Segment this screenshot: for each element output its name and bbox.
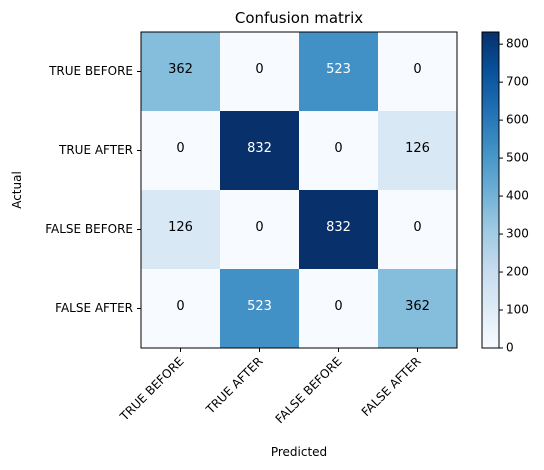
colorbar-tick-label: 300: [506, 227, 529, 241]
cell-value-label: 0: [176, 141, 184, 156]
colorbar-tick-label: 400: [506, 189, 529, 203]
plot-frame: [140, 31, 458, 349]
x-axis-ticks: TRUE BEFORE TRUE AFTER FALSE BEFORE FALSE A…: [117, 348, 424, 426]
heatmap-cell: [141, 190, 221, 270]
matrix-cell-labels: 362 0 523 0 0 832 0 126 126 0 832 0 0 523 0 362: [168, 62, 430, 314]
heatmap-cell: [299, 190, 379, 270]
heatmap-cell: [378, 111, 458, 191]
chart-title: Confusion matrix: [235, 9, 363, 27]
cell-value-label: 832: [326, 220, 351, 235]
y-axis-label: Actual: [10, 171, 24, 209]
cell-value-label: 523: [326, 62, 351, 77]
colorbar-tick-label: 700: [506, 75, 529, 89]
cell-value-label: 523: [247, 299, 272, 314]
heatmap-cell: [220, 32, 300, 112]
heatmap-cell: [141, 111, 221, 191]
y-tick-label: FALSE AFTER: [55, 301, 133, 315]
cell-value-label: 0: [255, 62, 263, 77]
y-axis-ticks: TRUE BEFORE TRUE AFTER FALSE BEFORE FALSE A…: [45, 64, 141, 315]
heatmap-cell: [220, 111, 300, 191]
y-tick-label: TRUE AFTER: [58, 143, 133, 157]
heatmap-cell: [220, 190, 300, 270]
heatmap-cell: [299, 32, 379, 112]
cell-value-label: 126: [168, 220, 193, 235]
cell-value-label: 832: [247, 141, 272, 156]
cell-value-label: 0: [413, 62, 421, 77]
heatmap-cell: [299, 269, 379, 349]
y-tick-label: TRUE BEFORE: [48, 64, 133, 78]
colorbar-tick-label: 800: [506, 37, 529, 51]
cell-value-label: 0: [413, 220, 421, 235]
cell-value-label: 0: [255, 220, 263, 235]
y-tick-label: FALSE BEFORE: [45, 222, 133, 236]
cell-value-label: 126: [405, 141, 430, 156]
colorbar-ticks: 0 100 200 300 400 500 600 700 800: [499, 37, 529, 355]
x-axis-label: Predicted: [271, 445, 327, 459]
cell-value-label: 362: [405, 299, 430, 314]
heatmap-cell: [141, 32, 221, 112]
heatmap-cell: [299, 111, 379, 191]
colorbar-tick-label: 200: [506, 265, 529, 279]
x-tick-label: FALSE BEFORE: [273, 354, 345, 426]
x-tick-label: TRUE BEFORE: [117, 354, 187, 424]
x-tick-label: FALSE AFTER: [359, 354, 424, 419]
colorbar: [481, 31, 500, 349]
heatmap-cell: [378, 269, 458, 349]
x-tick-label: TRUE AFTER: [203, 354, 266, 417]
heatmap-cell: [141, 269, 221, 349]
colorbar-tick-label: 500: [506, 151, 529, 165]
colorbar-tick-label: 600: [506, 113, 529, 127]
heatmap-cell: [378, 32, 458, 112]
colorbar-tick-label: 100: [506, 303, 529, 317]
cell-value-label: 0: [176, 299, 184, 314]
colorbar-tick-label: 0: [506, 341, 514, 355]
cell-value-label: 0: [334, 141, 342, 156]
heatmap-cell: [220, 269, 300, 349]
matrix-cells: [141, 32, 458, 349]
heatmap-cell: [378, 190, 458, 270]
cell-value-label: 362: [168, 62, 193, 77]
cell-value-label: 0: [334, 299, 342, 314]
